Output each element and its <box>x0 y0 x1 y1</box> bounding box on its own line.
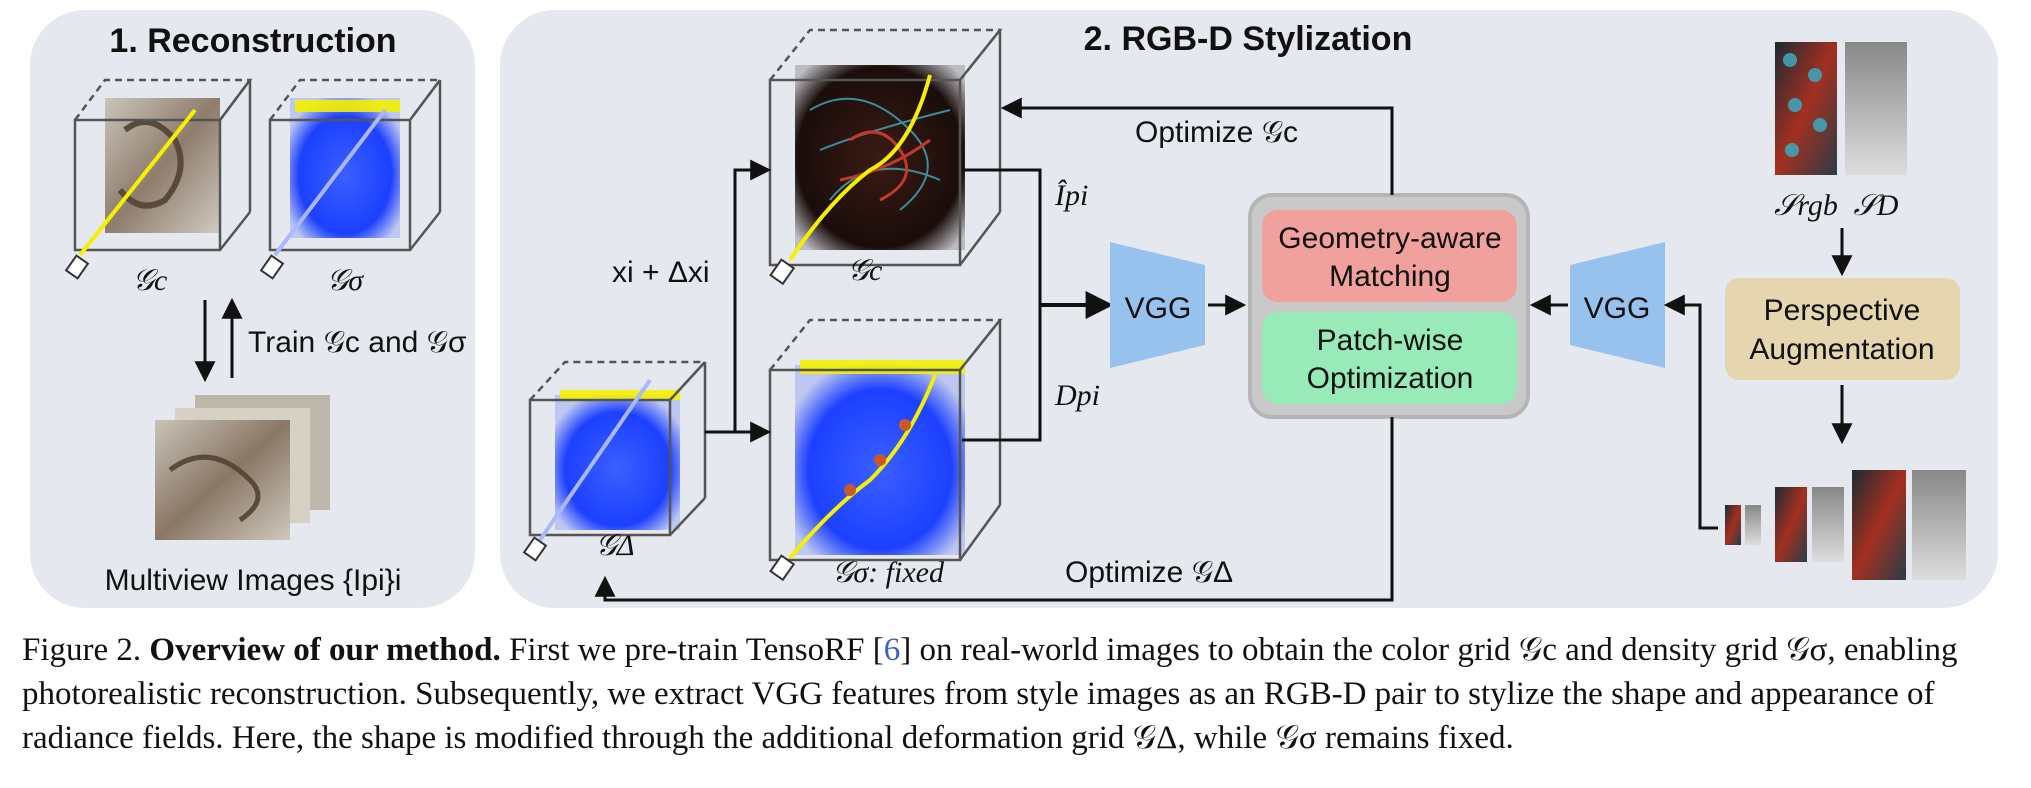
offset-label: xi + Δxi <box>612 256 710 289</box>
color-grid-cube-small <box>64 78 253 280</box>
stylization-title: 2. RGB-D Stylization <box>1084 20 1413 58</box>
geometry-matching-line1: Geometry-aware <box>1278 222 1501 255</box>
vgg-left <box>1110 242 1205 368</box>
optimize-gc-arrow <box>1000 97 1394 195</box>
perspective-augmentation-line2: Augmentation <box>1749 333 1934 366</box>
patch-optimization-box <box>1262 312 1517 404</box>
deformation-grid-cube <box>522 360 708 562</box>
caption-bold-title: Overview of our method. <box>149 632 501 668</box>
multiview-images-stack <box>155 395 330 540</box>
perspective-augmentation-line1: Perspective <box>1764 294 1921 327</box>
figure-caption: Figure 2. Overview of our method. First … <box>22 628 2012 760</box>
patch-optimization-line1: Patch-wise <box>1317 324 1464 357</box>
patch-optimization-line2: Optimization <box>1307 362 1474 395</box>
multiview-label: Multiview Images {Ipi}i <box>105 564 402 597</box>
rendered-image-label: Îpi <box>1054 179 1088 212</box>
geometry-matching-box <box>1262 210 1517 302</box>
vgg-left-label: VGG <box>1125 292 1192 325</box>
style-rgb-label: 𝒮rgb <box>1774 189 1838 222</box>
optimize-gc-label: Optimize 𝒢c <box>1135 116 1298 149</box>
caption-text-after-cite: ] on real-world images to obtain the col… <box>22 632 1958 756</box>
depth-output-line <box>962 305 1042 442</box>
caption-text-before-cite: First we pre-train TensoRF [ <box>509 632 884 668</box>
caption-citation-link[interactable]: 6 <box>883 632 901 668</box>
train-label: Train 𝒢c and 𝒢σ <box>248 326 467 359</box>
gsigma-label-recon: 𝒢σ <box>327 264 364 297</box>
caption-figure-number: Figure 2. <box>22 632 142 668</box>
pyramid-to-vgg-arrow <box>1663 294 1718 530</box>
optimize-gdelta-arrow <box>594 417 1394 602</box>
perspective-augmentation-box <box>1725 278 1960 380</box>
diagram-canvas: 1. Reconstruction 2. RGB-D Stylization 𝒢… <box>30 10 1998 608</box>
gc-label-recon: 𝒢c <box>133 264 168 297</box>
augmented-style-pyramid <box>1725 470 1966 580</box>
stylized-color-grid-cube <box>768 28 1003 286</box>
vgg-right <box>1570 242 1665 368</box>
method-diagram: 1. Reconstruction 2. RGB-D Stylization 𝒢… <box>30 10 1998 608</box>
gsigma-fixed-label: 𝒢σ: fixed <box>832 556 945 589</box>
fixed-density-grid-cube <box>768 318 1003 582</box>
reconstruction-title: 1. Reconstruction <box>109 22 396 60</box>
style-image-pair <box>1775 42 1907 175</box>
vgg-right-label: VGG <box>1584 292 1651 325</box>
style-depth-label: 𝒮D <box>1854 189 1899 222</box>
optimize-gdelta-label: Optimize 𝒢Δ <box>1065 556 1233 589</box>
geometry-matching-line2: Matching <box>1329 260 1451 293</box>
depth-label: Dpi <box>1054 379 1100 412</box>
density-grid-cube-small <box>259 78 443 280</box>
gdelta-label: 𝒢Δ <box>596 529 635 562</box>
gc-label-stylize: 𝒢c <box>848 254 883 287</box>
